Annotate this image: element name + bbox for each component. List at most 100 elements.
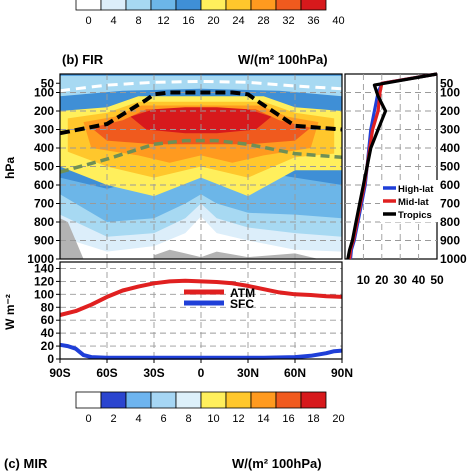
- flux-y-tick-label: 80: [41, 300, 55, 314]
- top-colorbar-tick-label: 36: [307, 15, 319, 27]
- panel-b-units: W/(m² 100hPa): [238, 52, 328, 67]
- flux-ylabel: W m⁻²: [3, 294, 17, 330]
- top-colorbar-tick-label: 4: [110, 15, 116, 27]
- flux-x-tick-label: 30S: [143, 366, 164, 380]
- flux-y-tick-label: 120: [34, 274, 54, 288]
- heatmap-overlay-line: [60, 138, 342, 174]
- bottom-colorbar: 0 2 4 6 8 10 12 14 16 18 20: [75, 391, 345, 425]
- top-colorbar-swatch: [275, 0, 302, 11]
- panel-c-title: (c) MIR: [4, 456, 48, 471]
- top-colorbar-swatch: [75, 0, 102, 11]
- bottom-colorbar-swatch: [225, 391, 252, 409]
- profile-x-tick-label: 30: [394, 273, 408, 287]
- bottom-colorbar-tick-label: 18: [307, 413, 319, 425]
- profile-legend-label: Mid-lat: [398, 197, 429, 208]
- flux-x-tick-label: 60N: [284, 366, 306, 380]
- bottom-colorbar-tick-label: 20: [332, 413, 344, 425]
- heatmap-overlay-line: [60, 90, 342, 136]
- profile-y-tick-label: 900: [440, 234, 460, 248]
- bottom-colorbar-tick-label: 2: [110, 413, 116, 425]
- bottom-colorbar-tick-label: 4: [135, 413, 141, 425]
- bottom-colorbar-swatch: [75, 391, 102, 409]
- top-colorbar-tick-label: 16: [182, 15, 194, 27]
- profile-y-tick-label: 500: [440, 160, 460, 174]
- top-colorbar-tick-label: 40: [332, 15, 344, 27]
- flux-y-tick-label: 100: [34, 287, 54, 301]
- heatmap-y-tick-label: 50: [41, 76, 55, 90]
- top-colorbar-swatch: [300, 0, 327, 11]
- profile-y-tick-label: 600: [440, 178, 460, 192]
- profile-x-tick-label: 10: [357, 273, 371, 287]
- profile-y-tick-label: 300: [440, 123, 460, 137]
- top-colorbar-tick-label: 20: [207, 15, 219, 27]
- top-colorbar-swatch: [150, 0, 177, 11]
- flux-legend-label: SFC: [230, 297, 254, 311]
- top-colorbar-swatch: [100, 0, 127, 11]
- profile-y-tick-label: 400: [440, 141, 460, 155]
- profile-y-tick-label: 200: [440, 104, 460, 118]
- bottom-colorbar-swatch: [275, 391, 302, 409]
- heatmap-topography: [60, 218, 84, 259]
- panel-b-title: (b) FIR: [62, 52, 104, 67]
- heatmap-region: [130, 107, 272, 134]
- profile-y-tick-label: 800: [440, 215, 460, 229]
- bottom-colorbar-tick-label: 16: [282, 413, 294, 425]
- bottom-colorbar-tick-label: 6: [160, 413, 166, 425]
- profile-y-tick-label: 1000: [440, 252, 467, 266]
- top-colorbar-tick-label: 28: [257, 15, 269, 27]
- top-colorbar-tick-label: 12: [157, 15, 169, 27]
- profile-legend-label: Tropics: [398, 210, 432, 221]
- top-colorbar-tick-label: 24: [232, 15, 244, 27]
- profile-legend-label: High-lat: [398, 184, 434, 195]
- bottom-colorbar-tick-label: 10: [207, 413, 219, 425]
- profile-legend: High-lat Mid-lat Tropics: [380, 180, 438, 222]
- bottom-colorbar-swatch: [100, 391, 127, 409]
- bottom-colorbar-swatch: [175, 391, 202, 409]
- flux-y-tick-label: 40: [41, 326, 55, 340]
- profile-x-tick-label: 20: [375, 273, 389, 287]
- top-colorbar-swatch: [250, 0, 277, 11]
- flux-y-tick-label: 0: [47, 352, 54, 366]
- bottom-colorbar-swatch: [250, 391, 277, 409]
- heatmap-y-tick-label: 800: [34, 215, 54, 229]
- panel-c-units: W/(m² 100hPa): [232, 456, 322, 471]
- profile-y-tick-label: 50: [440, 76, 454, 90]
- profile-x-tick-label: 40: [412, 273, 426, 287]
- flux-x-tick-label: 0: [198, 366, 205, 380]
- heatmap-y-tick-label: 400: [34, 141, 54, 155]
- heatmap-y-tick-label: 200: [34, 104, 54, 118]
- heatmap-topography: [154, 249, 319, 259]
- top-colorbar-swatch: [225, 0, 252, 11]
- bottom-colorbar-tick-label: 12: [232, 413, 244, 425]
- heatmap-y-tick-label: 600: [34, 178, 54, 192]
- bottom-colorbar-tick-label: 0: [85, 413, 91, 425]
- flux-series-line: [59, 342, 343, 360]
- flux-y-tick-label: 140: [34, 261, 54, 275]
- flux-y-tick-label: 20: [41, 339, 55, 353]
- bottom-colorbar-swatch: [150, 391, 177, 409]
- flux-x-tick-label: 60S: [96, 366, 117, 380]
- top-colorbar-swatch: [175, 0, 202, 11]
- top-colorbar-tick-label: 32: [282, 15, 294, 27]
- bottom-colorbar-swatch: [300, 391, 327, 409]
- heatmap-y-tick-label: 900: [34, 234, 54, 248]
- bottom-colorbar-swatch: [200, 391, 227, 409]
- top-colorbar: 0 4 8 12 16 20 24 28 32 36 40: [75, 0, 345, 27]
- flux-x-tick-label: 90N: [331, 366, 353, 380]
- heatmap-y-tick-label: 100: [34, 86, 54, 100]
- heatmap-y-tick-label: 1000: [27, 252, 54, 266]
- fir-heatmap: [60, 74, 342, 259]
- bottom-colorbar-tick-label: 14: [257, 413, 269, 425]
- top-colorbar-swatch: [125, 0, 152, 11]
- bottom-colorbar-tick-label: 8: [185, 413, 191, 425]
- heatmap-overlay-lines: [60, 79, 342, 174]
- heatmap-y-tick-label: 300: [34, 123, 54, 137]
- heatmap-y-tick-label: 700: [34, 197, 54, 211]
- flux-x-tick-label: 90S: [49, 366, 70, 380]
- top-colorbar-swatch: [200, 0, 227, 11]
